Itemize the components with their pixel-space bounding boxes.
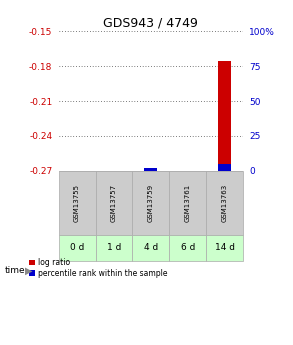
- Bar: [206, 171, 243, 235]
- Text: 0 d: 0 d: [70, 244, 84, 253]
- Bar: [218, 61, 231, 171]
- Text: 4 d: 4 d: [144, 244, 158, 253]
- Text: GSM13759: GSM13759: [148, 184, 154, 222]
- Text: GSM13763: GSM13763: [222, 184, 228, 222]
- Bar: [144, 168, 157, 171]
- Text: GSM13757: GSM13757: [111, 184, 117, 222]
- Legend: log ratio, percentile rank within the sample: log ratio, percentile rank within the sa…: [29, 258, 168, 278]
- Text: ▶: ▶: [25, 266, 33, 276]
- Text: 6 d: 6 d: [180, 244, 195, 253]
- Bar: [218, 164, 231, 171]
- Bar: [169, 235, 206, 261]
- Text: time: time: [4, 266, 25, 275]
- Bar: [169, 171, 206, 235]
- Title: GDS943 / 4749: GDS943 / 4749: [103, 17, 198, 30]
- Bar: [59, 171, 96, 235]
- Bar: [59, 235, 96, 261]
- Bar: [144, 170, 157, 171]
- Text: GSM13761: GSM13761: [185, 184, 191, 222]
- Text: GSM13755: GSM13755: [74, 184, 80, 222]
- Bar: [96, 235, 132, 261]
- Text: 1 d: 1 d: [107, 244, 121, 253]
- Bar: [132, 171, 169, 235]
- Text: 14 d: 14 d: [215, 244, 235, 253]
- Bar: [206, 235, 243, 261]
- Bar: [132, 235, 169, 261]
- Bar: [96, 171, 132, 235]
